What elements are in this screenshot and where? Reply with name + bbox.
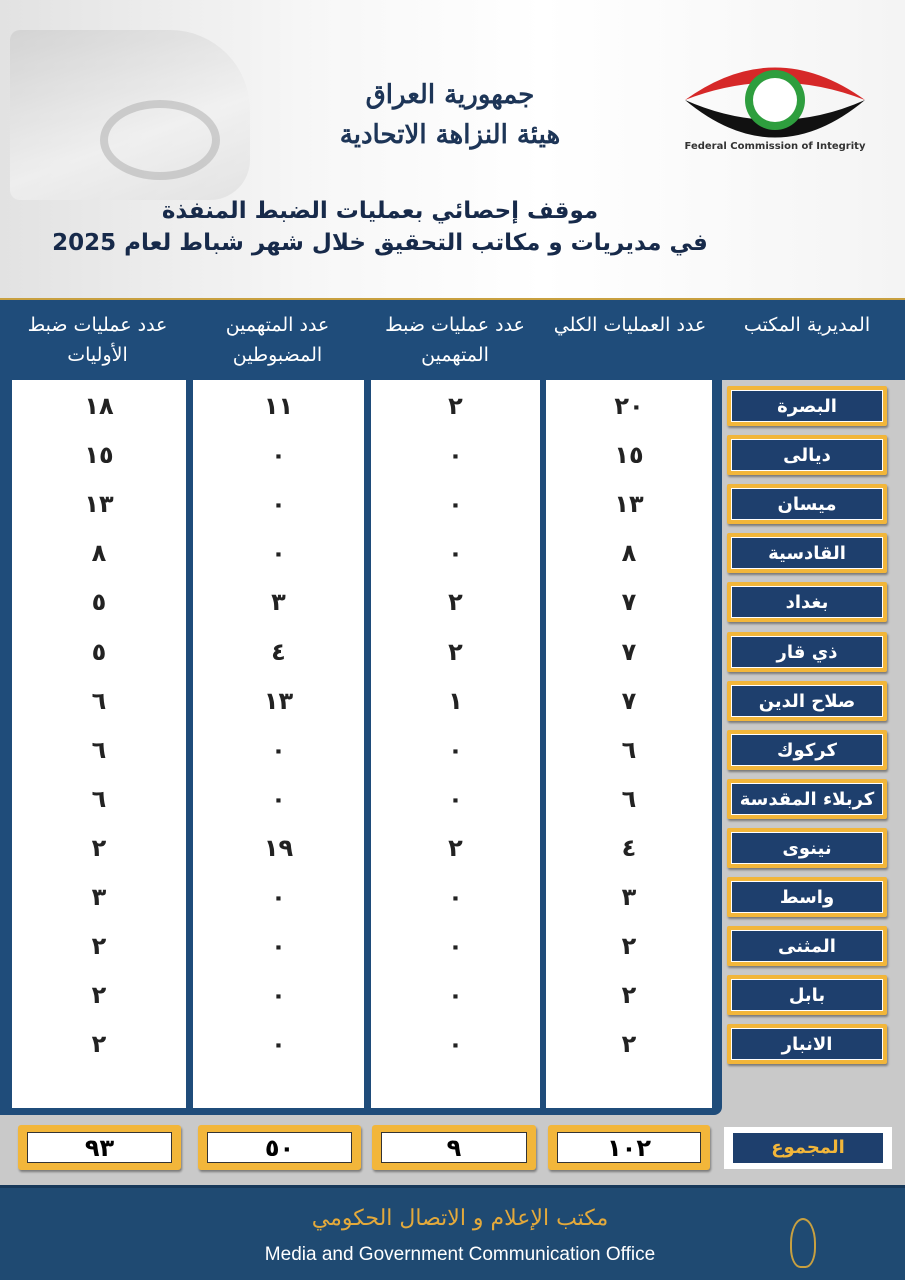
cell-flagrant: ٥ xyxy=(91,637,107,666)
office-label: كربلاء المقدسة xyxy=(727,778,887,819)
cell-total: ١٥ xyxy=(614,441,644,470)
cell-total: ٢ xyxy=(621,932,637,961)
cell-accused: ٠ xyxy=(271,490,286,519)
office-label: نينوى xyxy=(727,827,887,868)
report-title-line1: موقف إحصائي بعمليات الضبط المنفذة xyxy=(161,198,599,224)
cell-total: ٢ xyxy=(621,981,637,1010)
total-suspect-ops: ٩ xyxy=(372,1125,536,1170)
office-label: المثنى xyxy=(727,926,887,967)
cell-accused: ١٩ xyxy=(263,833,294,862)
cell-suspect-ops: ٠ xyxy=(448,441,463,470)
cell-suspect-ops: ٠ xyxy=(448,932,463,961)
cell-accused: ٠ xyxy=(271,784,286,813)
totals-label: المجموع xyxy=(724,1127,892,1169)
cell-total: ٨ xyxy=(621,539,637,568)
cell-flagrant: ١٨ xyxy=(84,392,114,420)
agency-name: هيئة النزاهة الاتحادية xyxy=(339,120,561,150)
column-accused xyxy=(193,380,364,1108)
flag-watermark xyxy=(10,30,250,200)
office-label: بابل xyxy=(727,975,887,1016)
cell-total: ٧ xyxy=(621,588,637,617)
cell-suspect-ops: ٢ xyxy=(448,833,463,862)
cell-accused: ٠ xyxy=(271,932,286,961)
header-suspect-ops: عدد عمليات ضبط المتهمين xyxy=(385,314,525,366)
cell-total: ٧ xyxy=(621,637,637,666)
cell-suspect-ops: ٢ xyxy=(448,392,463,420)
cell-suspect-ops: ٠ xyxy=(448,883,463,911)
cell-suspect-ops: ٠ xyxy=(448,1030,463,1059)
office-label: بغداد xyxy=(727,582,887,623)
cell-suspect-ops: ٠ xyxy=(448,981,463,1010)
cell-suspect-ops: ٠ xyxy=(448,735,463,764)
cell-suspect-ops: ٢ xyxy=(448,637,463,666)
column-flagrant xyxy=(12,380,186,1108)
cell-total: ٣ xyxy=(621,883,637,911)
cell-flagrant: ٢ xyxy=(91,981,107,1010)
cell-flagrant: ١٥ xyxy=(84,441,114,470)
cell-flagrant: ٦ xyxy=(91,735,107,764)
office-emblem-icon xyxy=(790,1218,816,1268)
office-label: القادسية xyxy=(727,533,887,574)
total-all-ops: ١٠٢ xyxy=(548,1125,710,1170)
report-title-line2: في مديريات و مكاتب التحقيق خلال شهر شباط… xyxy=(52,230,708,256)
cell-suspect-ops: ٠ xyxy=(448,490,463,519)
cell-total: ٦ xyxy=(621,735,637,764)
cell-suspect-ops: ٠ xyxy=(448,539,463,568)
office-label: واسط xyxy=(727,877,887,917)
footer-english: Media and Government Communication Offic… xyxy=(264,1244,656,1265)
cell-accused: ٠ xyxy=(271,735,286,764)
total-flagrant: ٩٣ xyxy=(18,1125,181,1170)
cell-total: ٧ xyxy=(621,686,637,715)
table-frame xyxy=(0,380,722,1115)
cell-flagrant: ٢ xyxy=(91,932,107,961)
footer-arabic: مكتب الإعلام و الاتصال الحكومي xyxy=(311,1206,609,1231)
office-label: الانبار xyxy=(727,1024,887,1065)
commission-logo: Federal Commission of Integrity xyxy=(685,67,866,152)
cell-accused: ٠ xyxy=(271,883,286,911)
cell-total: ٢٠ xyxy=(614,392,644,420)
column-suspect-ops xyxy=(371,380,540,1108)
column-headers: المديرية المكتب عدد العمليات الكلي عدد ع… xyxy=(0,298,905,380)
cell-flagrant: ٨ xyxy=(91,539,107,568)
cell-total: ٤ xyxy=(621,833,637,862)
cell-suspect-ops: ٢ xyxy=(448,588,463,617)
header-banner: Federal Commission of Integrity جمهورية … xyxy=(0,0,905,298)
cell-total: ٦ xyxy=(621,784,637,813)
header-flagrant: عدد عمليات ضبط الأوليات xyxy=(27,314,168,366)
cell-accused: ٠ xyxy=(271,441,286,470)
cell-flagrant: ٢ xyxy=(91,1030,107,1059)
cell-accused: ٤ xyxy=(271,637,286,666)
cell-accused: ١٣ xyxy=(263,686,294,715)
cell-flagrant: ٢ xyxy=(91,833,107,862)
header-office: المديرية المكتب xyxy=(743,314,871,336)
cell-total: ٢ xyxy=(621,1030,637,1059)
cell-flagrant: ٥ xyxy=(91,588,107,617)
cell-accused: ٠ xyxy=(271,1030,286,1059)
cell-flagrant: ١٣ xyxy=(84,490,114,519)
cell-accused: ٠ xyxy=(271,539,286,568)
svg-text:Federal Commission of Integrit: Federal Commission of Integrity xyxy=(685,141,866,152)
office-label: كركوك xyxy=(727,729,887,770)
office-label: ديالى xyxy=(727,435,887,476)
office-label: صلاح الدين xyxy=(727,680,887,721)
country-name: جمهورية العراق xyxy=(365,80,535,110)
header-total: عدد العمليات الكلي xyxy=(553,314,707,336)
cell-flagrant: ٦ xyxy=(91,784,107,813)
cell-flagrant: ٣ xyxy=(91,883,107,911)
column-total xyxy=(546,380,712,1108)
cell-accused: ٠ xyxy=(271,981,286,1010)
cell-accused: ٣ xyxy=(271,588,286,617)
total-accused: ٥٠ xyxy=(198,1125,361,1170)
cell-suspect-ops: ٠ xyxy=(448,784,463,813)
cell-accused: ١١ xyxy=(263,392,294,420)
cell-total: ١٣ xyxy=(614,490,644,519)
cell-suspect-ops: ١ xyxy=(448,686,463,715)
header-accused: عدد المتهمين المضبوطين xyxy=(225,314,330,366)
office-label: البصرة xyxy=(727,386,887,426)
office-label: ميسان xyxy=(727,484,887,525)
office-label: ذي قار xyxy=(727,631,887,672)
footer: مكتب الإعلام و الاتصال الحكومي Media and… xyxy=(0,1185,905,1280)
cell-flagrant: ٦ xyxy=(91,686,107,715)
